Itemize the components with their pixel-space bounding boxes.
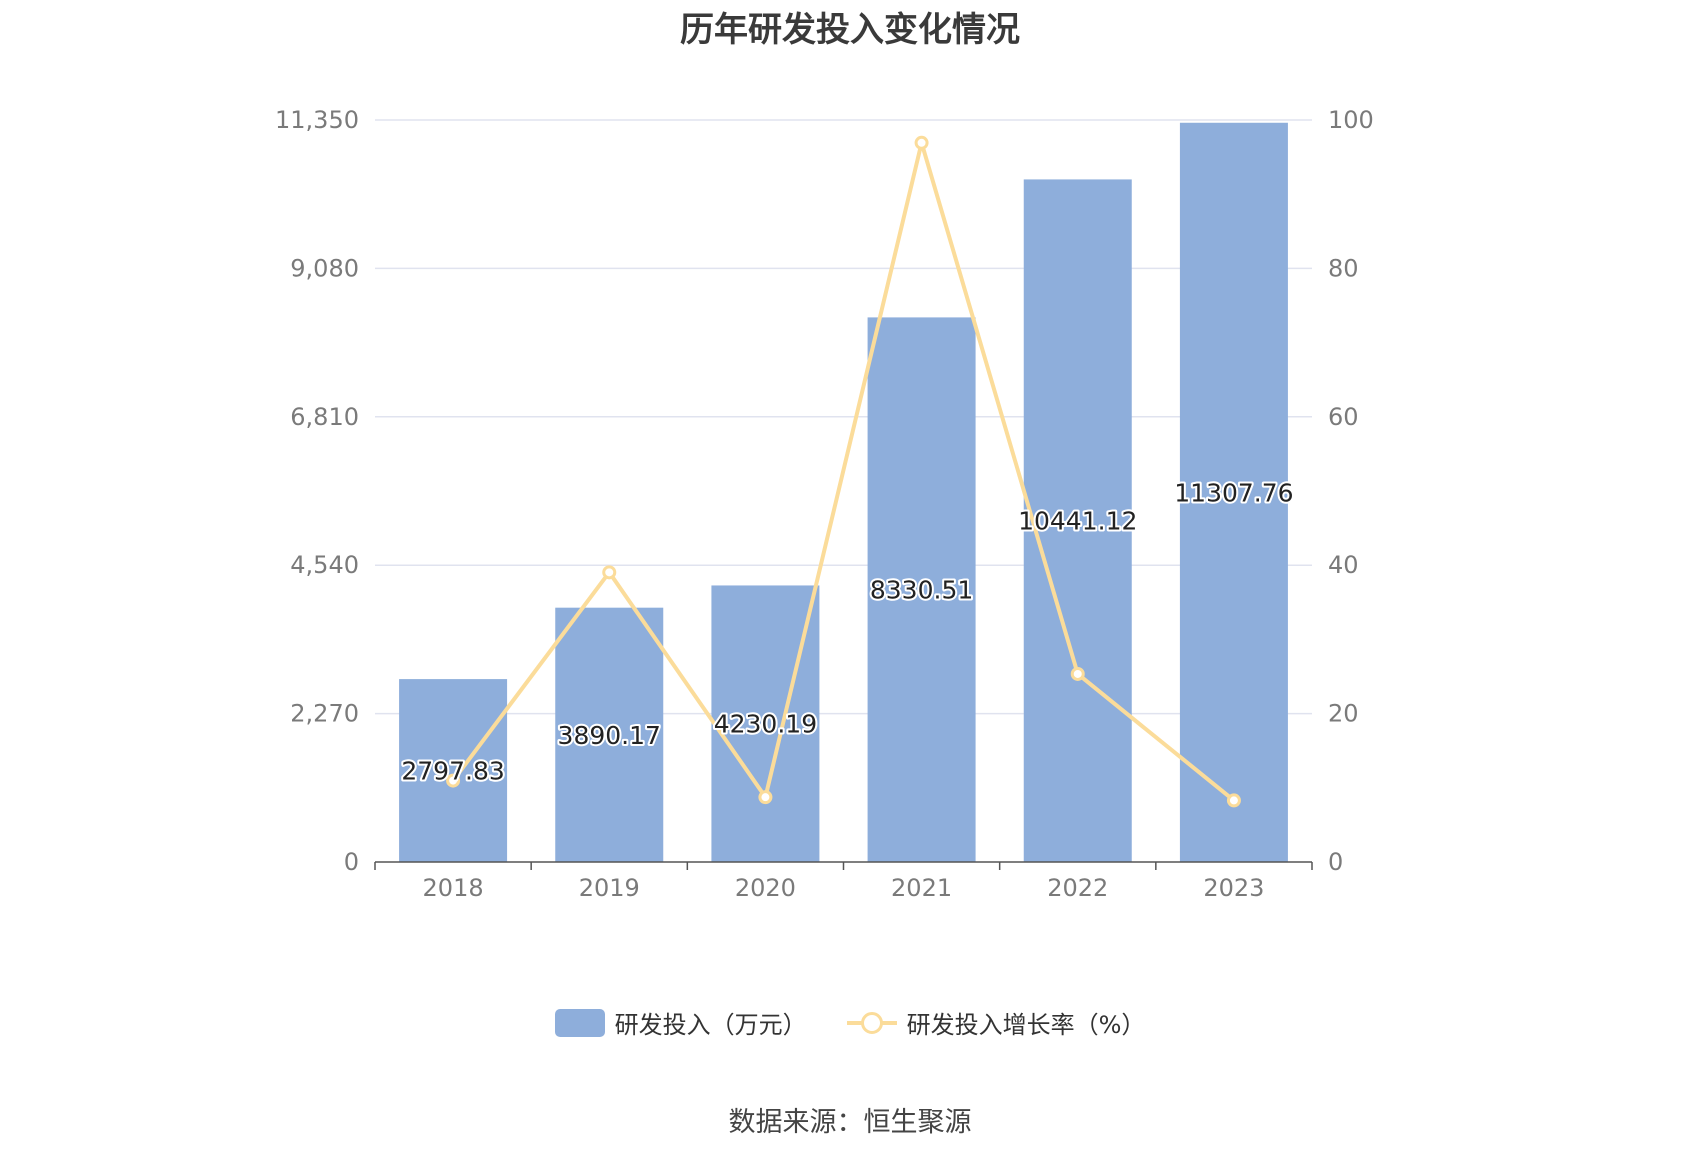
bar xyxy=(1179,122,1288,862)
legend-label-rd-investment: 研发投入（万元） xyxy=(614,1011,807,1039)
line-point xyxy=(602,565,617,580)
x-tick-label: 2018 xyxy=(423,874,484,902)
legend-bar-swatch xyxy=(554,1008,605,1037)
series-line-growth-rate xyxy=(451,140,1236,802)
y-right-tick-label: 100 xyxy=(1328,106,1374,134)
y-right-tick-label: 0 xyxy=(1328,848,1343,876)
line-point xyxy=(446,773,461,788)
legend: 研发投入（万元） 研发投入增长率（%） xyxy=(0,1005,1700,1040)
y-right-tick-label: 60 xyxy=(1328,403,1359,431)
y-right-tick-label: 40 xyxy=(1328,551,1359,579)
y-left-tick-label: 11,350 xyxy=(275,106,359,134)
bar-data-label: 8330.51 xyxy=(870,576,973,605)
y-left-tick-label: 4,540 xyxy=(290,551,359,579)
x-tick-label: 2020 xyxy=(735,874,796,902)
x-tick-label: 2022 xyxy=(1047,874,1108,902)
x-tick-label: 2021 xyxy=(891,874,952,902)
y-left-tick-label: 6,810 xyxy=(290,403,359,431)
line-point xyxy=(914,135,929,150)
line-point xyxy=(758,790,773,805)
bar xyxy=(555,607,664,862)
y-left-tick-label: 0 xyxy=(344,848,359,876)
x-tick-label: 2019 xyxy=(579,874,640,902)
bar xyxy=(1023,179,1132,862)
legend-item-growth-rate[interactable]: 研发投入增长率（%） xyxy=(846,1005,1146,1040)
bar-data-label: 4230.19 xyxy=(714,710,817,739)
y-right-tick-label: 80 xyxy=(1328,254,1359,282)
bar-data-label: 3890.17 xyxy=(558,721,661,750)
bar xyxy=(867,317,976,863)
legend-item-rd-investment[interactable]: 研发投入（万元） xyxy=(554,1005,807,1040)
bar-data-label: 2797.83 xyxy=(401,757,504,786)
y-left-tick-label: 9,080 xyxy=(290,254,359,282)
bar-data-label: 11307.76 xyxy=(1174,478,1293,507)
bar xyxy=(711,585,820,862)
legend-line-swatch xyxy=(846,1009,897,1037)
bar xyxy=(399,679,508,862)
y-left-tick-label: 2,270 xyxy=(290,700,359,728)
chart-title: 历年研发投入变化情况 xyxy=(680,10,1020,50)
data-source: 数据来源：恒生聚源 xyxy=(728,1107,972,1138)
legend-label-growth-rate: 研发投入增长率（%） xyxy=(906,1011,1146,1039)
x-tick-label: 2023 xyxy=(1203,874,1264,902)
y-right-tick-label: 20 xyxy=(1328,700,1359,728)
bar-data-label: 10441.12 xyxy=(1018,507,1137,536)
line-point xyxy=(1070,666,1085,681)
line-point xyxy=(1226,793,1241,808)
